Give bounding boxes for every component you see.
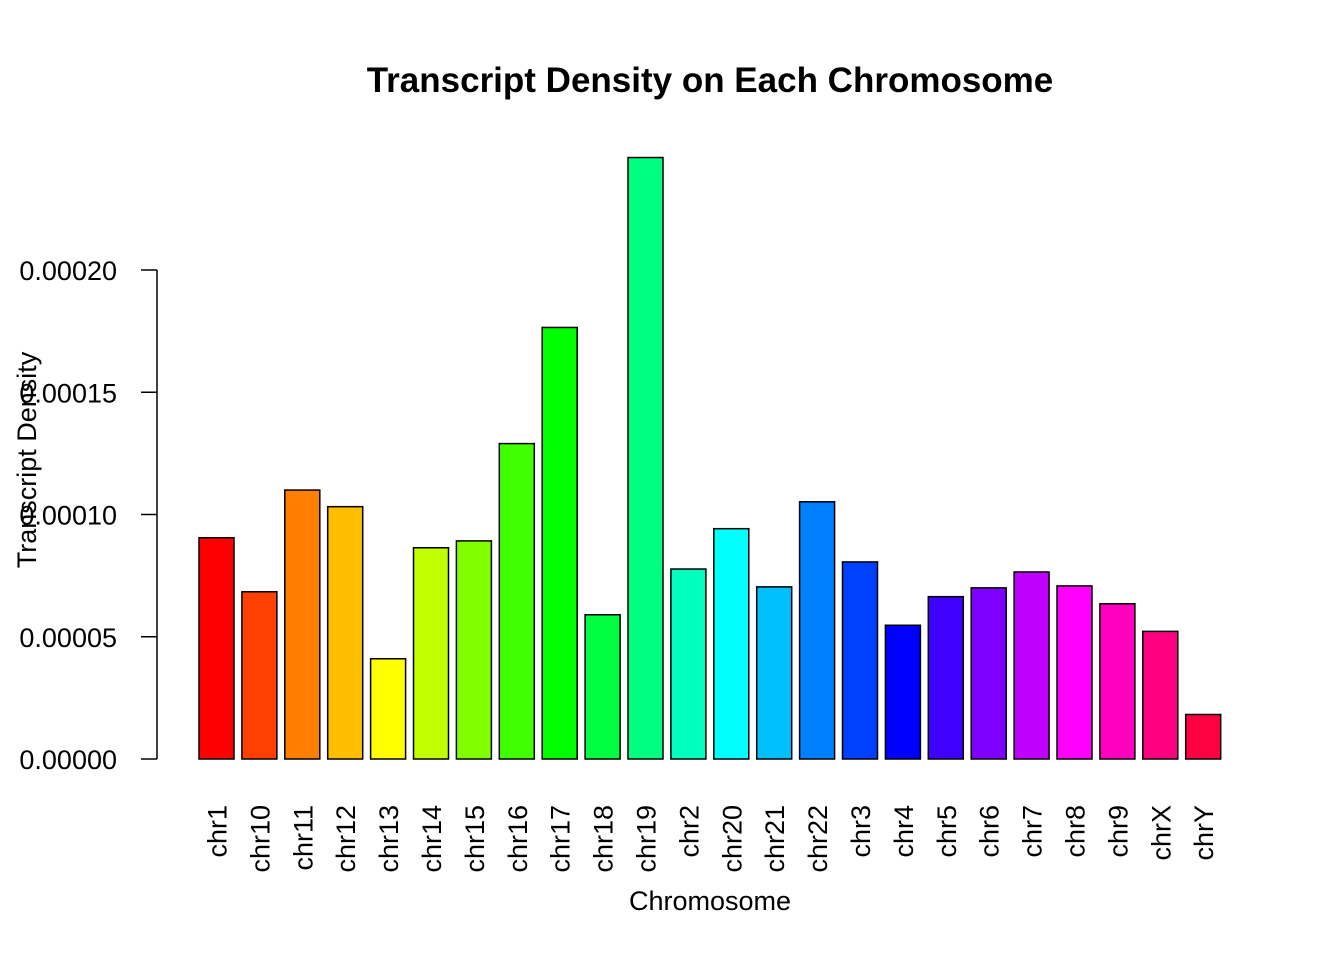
- x-tick-label-chrY: chrY: [1189, 805, 1219, 861]
- bar-chr8: [1056, 585, 1093, 760]
- y-tick-label: 0.00020: [19, 256, 117, 286]
- x-tick-label-chr17: chr17: [546, 805, 576, 873]
- x-tick-label-chr22: chr22: [803, 805, 833, 873]
- y-axis-title: Transcript Density: [12, 351, 42, 568]
- bar-chr21: [755, 586, 793, 760]
- y-tick-label: 0.00000: [19, 745, 117, 775]
- x-tick-label-chr13: chr13: [374, 805, 404, 873]
- x-tick-label-chr20: chr20: [717, 805, 747, 873]
- bar-chr5: [927, 595, 965, 760]
- bar-chr4: [884, 624, 922, 760]
- y-axis: 0.00000 0.00005 0.00010 0.00015 0.00020: [19, 256, 157, 775]
- bar-chr9: [1099, 602, 1136, 760]
- bar-chr11: [284, 489, 321, 760]
- bar-chr6: [970, 587, 1007, 760]
- bar-chr10: [241, 591, 278, 760]
- bar-chr7: [1013, 571, 1050, 760]
- bar-chr14: [412, 547, 450, 760]
- chart-title: Transcript Density on Each Chromosome: [367, 61, 1054, 100]
- bar-chr20: [713, 527, 750, 760]
- bar-chr2: [670, 568, 707, 760]
- x-tick-label-chr15: chr15: [460, 805, 490, 873]
- x-axis-labels: chr1 chr10 chr11 chr12 chr13 chr14 chr15 chr16 c…: [203, 805, 1220, 873]
- x-tick-label-chr14: chr14: [417, 805, 447, 873]
- x-tick-label-chr12: chr12: [331, 805, 361, 873]
- bar-chr3: [841, 561, 879, 760]
- bar-chr17: [541, 326, 578, 760]
- bars-group: [198, 156, 1222, 760]
- bar-chr12: [326, 505, 364, 760]
- y-tick-label: 0.00015: [19, 378, 117, 408]
- x-tick-label-chr2: chr2: [674, 805, 704, 858]
- bar-chr19: [627, 156, 664, 760]
- x-tick-label-chr18: chr18: [589, 805, 619, 873]
- x-tick-label-chr4: chr4: [889, 805, 919, 858]
- y-tick-label: 0.00005: [19, 623, 117, 653]
- y-tick-label: 0.00010: [19, 501, 117, 531]
- bar-chr18: [584, 613, 621, 760]
- x-tick-label-chr7: chr7: [1018, 805, 1048, 858]
- x-tick-label-chr8: chr8: [1061, 805, 1091, 858]
- bar-chr22: [798, 501, 836, 760]
- x-tick-label-chr10: chr10: [245, 805, 275, 873]
- bar-chr1: [198, 536, 235, 760]
- x-tick-label-chr5: chr5: [932, 805, 962, 858]
- x-tick-label-chr19: chr19: [632, 805, 662, 873]
- x-tick-label-chr6: chr6: [975, 805, 1005, 858]
- x-tick-label-chr21: chr21: [760, 805, 790, 873]
- x-tick-label-chr11: chr11: [288, 805, 318, 871]
- x-tick-label-chr1: chr1: [203, 805, 233, 858]
- x-axis-title: Chromosome: [629, 886, 791, 916]
- x-tick-label-chr16: chr16: [503, 805, 533, 873]
- x-tick-label-chr9: chr9: [1103, 805, 1133, 858]
- bar-chr15: [455, 540, 493, 760]
- bar-chrY: [1184, 713, 1222, 760]
- x-tick-label-chr3: chr3: [846, 805, 876, 858]
- x-tick-label-chrX: chrX: [1146, 805, 1176, 861]
- bar-chrX: [1142, 630, 1179, 760]
- bar-chr13: [369, 658, 407, 760]
- bar-chr16: [498, 442, 536, 760]
